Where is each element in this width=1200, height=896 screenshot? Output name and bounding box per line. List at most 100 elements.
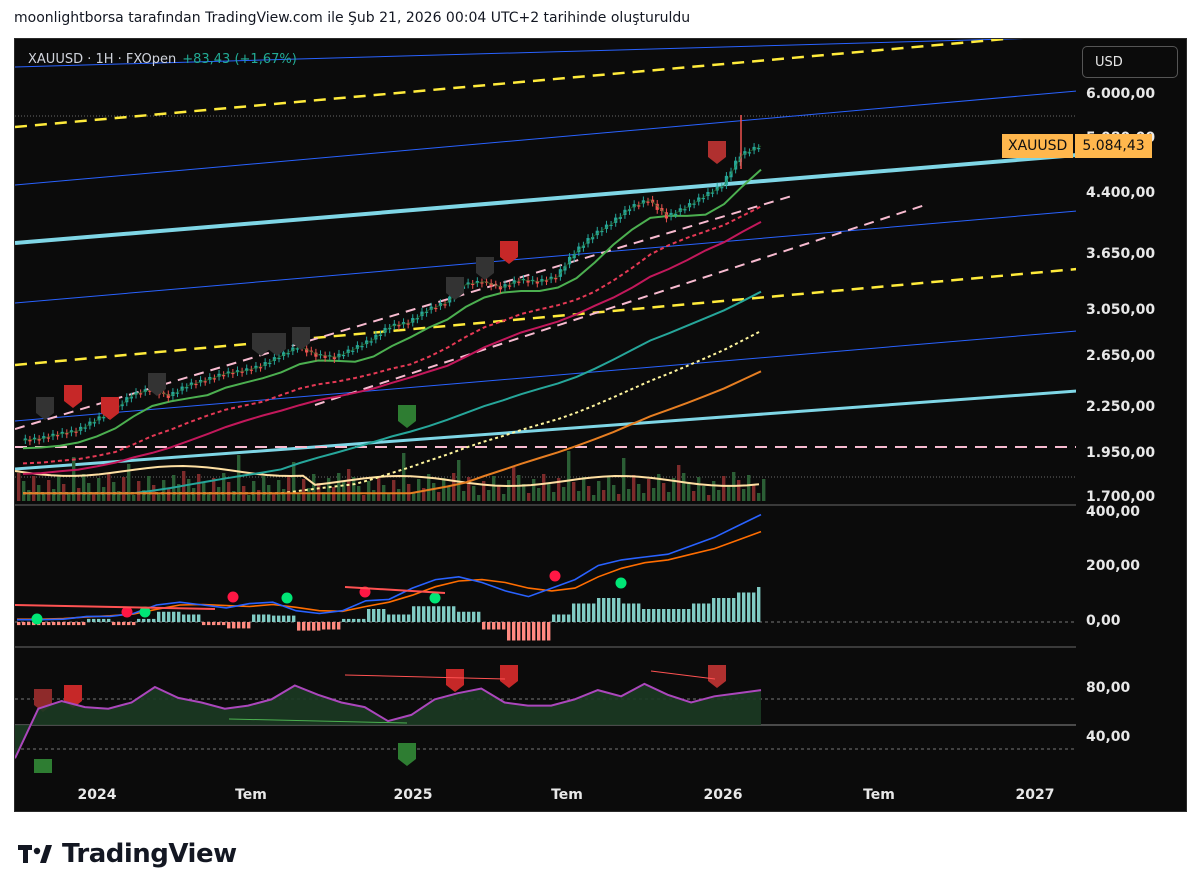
volume-bar bbox=[272, 494, 276, 501]
candle-body bbox=[277, 357, 281, 360]
time-axis[interactable] bbox=[15, 773, 1077, 811]
macd-histogram-bar bbox=[122, 622, 126, 626]
candle-body bbox=[554, 278, 558, 280]
signal-marker[interactable] bbox=[148, 373, 166, 396]
macd-histogram-bar bbox=[452, 606, 456, 622]
macd-histogram-bar bbox=[552, 614, 556, 622]
volume-bar bbox=[67, 493, 71, 501]
signal-marker[interactable] bbox=[398, 743, 416, 766]
macd-histogram-bar bbox=[277, 615, 281, 622]
macd-histogram-bar bbox=[72, 622, 76, 626]
rsi-panel bbox=[15, 670, 762, 759]
macd-histogram-bar bbox=[17, 622, 21, 626]
macd-histogram-bar bbox=[32, 622, 36, 626]
signal-marker[interactable] bbox=[500, 241, 518, 264]
signal-marker[interactable] bbox=[36, 397, 54, 420]
macd-histogram-bar bbox=[632, 603, 636, 622]
volume-bar bbox=[472, 486, 476, 501]
macd-histogram-bar bbox=[192, 614, 196, 622]
blue-channel-line[interactable] bbox=[15, 90, 1077, 186]
macd-histogram-bar bbox=[442, 606, 446, 622]
signal-marker[interactable] bbox=[101, 397, 119, 420]
volume-bar bbox=[722, 476, 726, 501]
signal-marker[interactable] bbox=[252, 333, 270, 356]
volume-bar bbox=[317, 483, 321, 501]
candle-body bbox=[171, 391, 175, 397]
macd-histogram-bar bbox=[637, 603, 641, 622]
signal-marker[interactable] bbox=[398, 405, 416, 428]
yellow-dashed-line[interactable] bbox=[15, 267, 1077, 367]
signal-marker[interactable] bbox=[500, 665, 518, 688]
volume-bar bbox=[702, 486, 706, 501]
candle-body bbox=[664, 212, 669, 219]
volume-bar bbox=[677, 465, 681, 501]
pink-dashed-line[interactable] bbox=[15, 194, 796, 430]
candle-body bbox=[148, 390, 152, 392]
yellow-dashed-line[interactable] bbox=[15, 39, 1006, 129]
last-price-tag[interactable]: XAUUSD 5.084,43 bbox=[1002, 134, 1152, 158]
signal-marker[interactable] bbox=[708, 141, 726, 164]
macd-histogram-bar bbox=[127, 622, 131, 626]
volume-bar bbox=[87, 483, 91, 501]
candle-body bbox=[388, 327, 392, 330]
volume-bar bbox=[487, 490, 491, 501]
blue-channel-line[interactable] bbox=[15, 330, 1077, 422]
macd-cross-dot bbox=[615, 577, 627, 589]
candle-body bbox=[258, 367, 263, 369]
candle-body bbox=[586, 238, 590, 244]
pink-dashed-line[interactable] bbox=[314, 204, 926, 406]
volume-bar bbox=[82, 474, 86, 501]
macd-histogram-bar bbox=[197, 614, 201, 622]
volume-bar bbox=[287, 475, 291, 501]
signal-marker[interactable] bbox=[708, 665, 726, 688]
macd-histogram-bar bbox=[202, 622, 206, 626]
blue-channel-line[interactable] bbox=[15, 210, 1077, 304]
macd-histogram-bar bbox=[727, 598, 731, 622]
volume-bar bbox=[72, 457, 76, 501]
symbol-legend[interactable]: XAUUSD · 1H · FXOpen +83,43 (+1,67%) bbox=[28, 52, 297, 67]
macd-histogram-bar bbox=[457, 611, 461, 622]
macd-histogram-bar bbox=[512, 622, 516, 641]
macd-histogram-bar bbox=[507, 622, 511, 641]
signal-marker[interactable] bbox=[446, 669, 464, 692]
currency-button[interactable]: USD bbox=[1082, 46, 1178, 78]
candle-body bbox=[355, 345, 360, 349]
macd-histogram-bar bbox=[692, 603, 696, 622]
candle-body bbox=[526, 280, 530, 283]
rsi-divergence-line bbox=[344, 674, 506, 680]
macd-histogram-bar bbox=[502, 622, 506, 630]
macd-histogram-bar bbox=[597, 598, 601, 622]
candle-body bbox=[365, 340, 369, 345]
trendlines[interactable] bbox=[15, 39, 1077, 471]
macd-histogram-bar bbox=[367, 609, 371, 622]
macd-histogram-bar bbox=[212, 622, 216, 626]
macd-histogram-bar bbox=[562, 614, 566, 622]
volume-ma-line bbox=[15, 464, 760, 488]
candle-body bbox=[65, 433, 69, 435]
volume-bar bbox=[97, 478, 101, 501]
macd-divergence-line bbox=[344, 586, 446, 594]
cyan-channel-line[interactable] bbox=[15, 389, 1077, 471]
candle-body bbox=[424, 311, 429, 313]
signal-marker[interactable] bbox=[476, 257, 494, 280]
macd-histogram-bar bbox=[227, 622, 231, 629]
chart-svg[interactable]: 2024 Tem 2025 Tem 2026 Tem 2027 bbox=[15, 39, 1077, 811]
chart-area[interactable]: 2024 Tem 2025 Tem 2026 Tem 2027 bbox=[14, 38, 1078, 812]
volume-bar bbox=[737, 480, 741, 501]
signal-marker[interactable] bbox=[292, 327, 310, 350]
tradingview-logo[interactable]: TradingView bbox=[18, 836, 237, 872]
signal-marker[interactable] bbox=[446, 277, 464, 300]
cyan-channel-line[interactable] bbox=[15, 153, 1077, 245]
candle-body bbox=[254, 365, 258, 369]
volume-bar bbox=[117, 491, 121, 501]
macd-histogram-bar bbox=[397, 614, 401, 622]
signal-marker[interactable] bbox=[268, 333, 286, 356]
candle-body bbox=[282, 352, 286, 356]
candle-body bbox=[74, 431, 78, 433]
volume-bar bbox=[372, 490, 376, 501]
macd-histogram-bar bbox=[267, 614, 271, 622]
blue-channel-line[interactable] bbox=[15, 39, 1077, 68]
macd-histogram-bar bbox=[497, 622, 501, 630]
macd-axis-label: 0,00 bbox=[1086, 613, 1121, 629]
signal-marker[interactable] bbox=[64, 385, 82, 408]
